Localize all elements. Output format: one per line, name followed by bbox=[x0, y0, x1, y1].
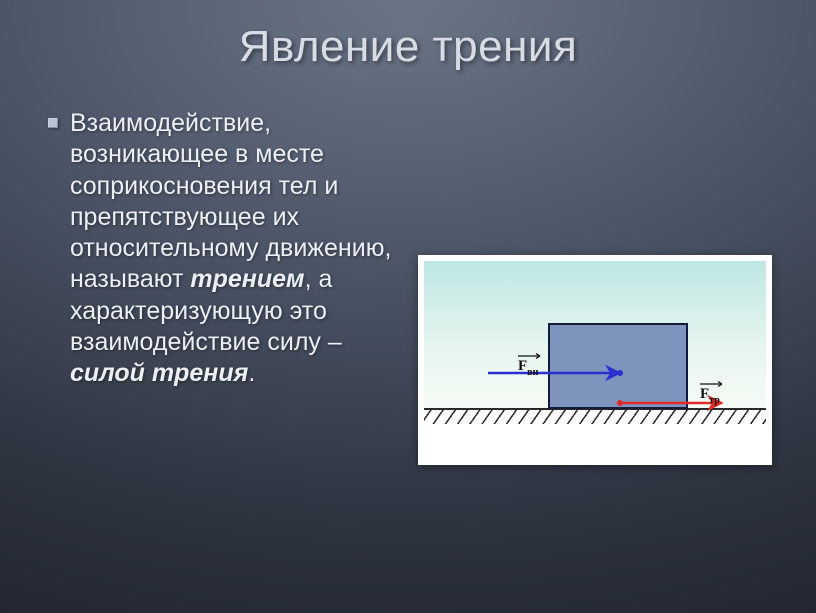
text-seg: . bbox=[248, 359, 255, 387]
applied-force-label: Fвн bbox=[518, 359, 538, 377]
label-F: F bbox=[700, 386, 709, 402]
label-F: F bbox=[518, 358, 527, 374]
diagram-column: Fвн Fтр bbox=[418, 106, 772, 573]
friction-diagram: Fвн Fтр bbox=[418, 255, 772, 465]
text-em: трением bbox=[190, 265, 304, 293]
text-em: силой трения bbox=[70, 359, 248, 387]
friction-force-label: Fтр bbox=[700, 387, 720, 405]
bullet-item: Взаимодействие, возникающее в месте сопр… bbox=[48, 108, 400, 389]
slide: Явление трения Взаимодействие, возникающ… bbox=[0, 0, 816, 613]
text-column: Взаимодействие, возникающее в месте сопр… bbox=[48, 106, 400, 573]
content-row: Взаимодействие, возникающее в месте сопр… bbox=[48, 106, 768, 573]
body-paragraph: Взаимодействие, возникающее в месте сопр… bbox=[70, 108, 400, 389]
label-sub: тр bbox=[709, 395, 720, 406]
friction-force-arrow bbox=[424, 261, 766, 459]
slide-title: Явление трения bbox=[48, 22, 768, 72]
bullet-icon bbox=[48, 108, 70, 128]
friction-force-origin bbox=[617, 400, 623, 406]
label-sub: вн bbox=[527, 367, 538, 378]
